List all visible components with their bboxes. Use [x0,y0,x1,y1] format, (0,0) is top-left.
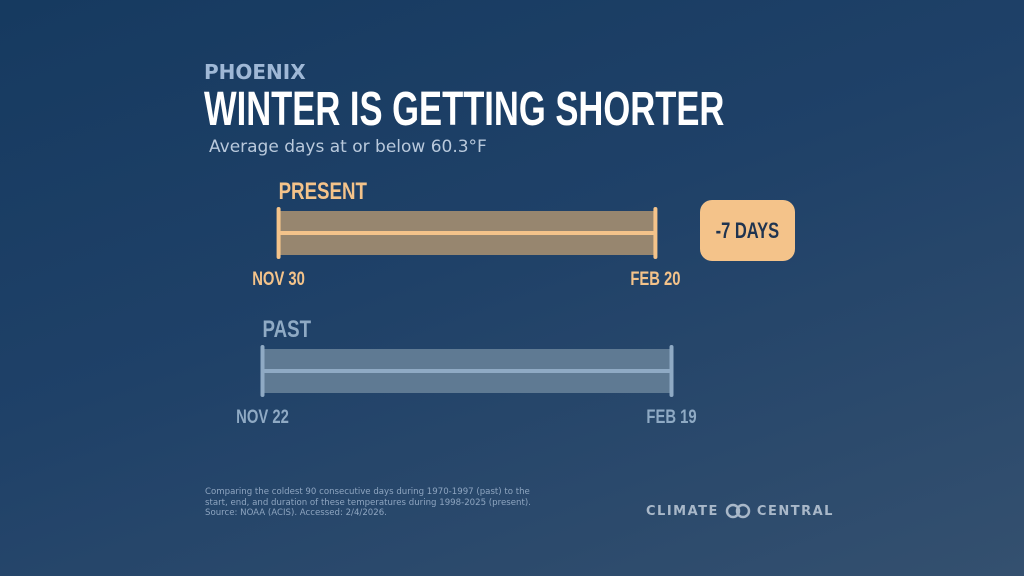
start-date-label: NOV 30 [252,268,305,289]
logo-text-right: CENTRAL [756,503,834,519]
city-label: PHOENIX [204,60,306,84]
start-date-label: NOV 22 [236,406,289,427]
chart-title: WINTER IS GETTING SHORTER [204,83,725,136]
end-date-label: FEB 20 [630,268,680,289]
difference-badge: -7 DAYS [700,200,795,261]
logo-rings-icon [725,503,751,519]
logo-text-left: CLIMATE [646,503,719,519]
source-note: Comparing the coldest 90 consecutive day… [205,487,531,518]
series-label: PRESENT [279,178,367,205]
chart-subtitle: Average days at or below 60.3°F [209,137,487,157]
climate-central-logo: CLIMATE CENTRAL [646,503,834,519]
end-date-label: FEB 19 [646,406,696,427]
series-label: PAST [263,316,312,343]
difference-label: -7 DAYS [715,217,780,243]
